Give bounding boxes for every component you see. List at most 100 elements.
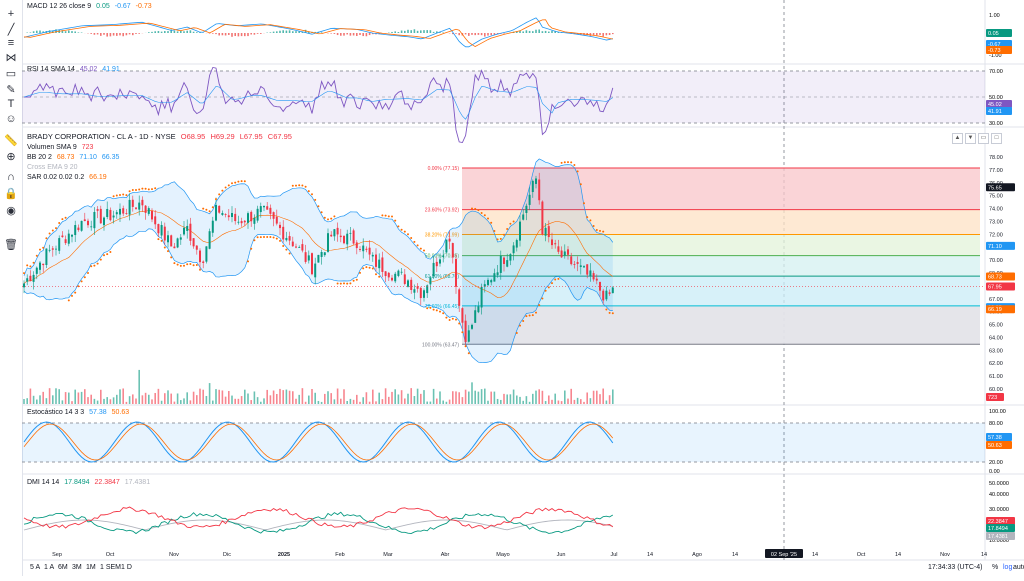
candle [407,280,409,286]
macd-histogram-bar [218,33,220,35]
lock-icon[interactable]: 🔒 [4,186,18,200]
macd-histogram-bar [30,32,32,33]
volume-bar [209,383,211,404]
dmi-tag-text: 17.8494 [988,526,1008,532]
pattern-icon[interactable]: ⋈ [4,50,18,64]
sar-dot [244,180,246,182]
sar-value: 66.19 [89,174,107,181]
sar-dot [183,265,185,267]
volume-bar [490,392,492,404]
macd-histogram-bar [260,33,262,34]
price-axis-tick: 73.00 [989,219,1003,225]
text-icon[interactable]: T [4,97,18,111]
time-axis-tick: Mayo [496,552,509,558]
volume-bar [222,390,224,404]
volume-legend[interactable]: Volumen SMA 9 723 [27,144,96,151]
sar-dot [39,249,41,251]
maximize-icon[interactable]: □ [991,133,1002,144]
candle [330,235,332,237]
volume-bar [410,388,412,404]
macd-histogram-bar [257,33,259,34]
macd-histogram-bar [161,32,163,33]
stoch-axis-tick: 20.00 [989,460,1003,466]
crosshair-icon[interactable]: + [4,7,18,21]
sar-legend[interactable]: SAR 0.02 0.02 0.2 66.19 [27,174,110,181]
volume-bar [90,395,92,404]
zoom-icon[interactable]: ⊕ [4,149,18,163]
volume-bar [154,393,156,404]
percent-toggle[interactable]: % [992,564,998,571]
sar-dot [52,229,54,231]
sar-dot [257,236,259,238]
magnet-icon[interactable]: ∩ [4,170,18,184]
volume-bar [164,393,166,404]
cross-ema-legend[interactable]: Cross EMA 9 20 [27,164,81,171]
main-legend[interactable]: BRADY CORPORATION - CL A - 1D - NYSE O68… [27,132,295,141]
candle [122,208,124,213]
range-3m-button[interactable]: 3M [72,564,82,571]
sar-dot [228,184,230,186]
macd-value-hist: 0.05 [96,3,110,10]
volume-bar [26,398,28,404]
sar-dot [103,254,105,256]
sar-dot [445,317,447,319]
brush-icon[interactable]: ✎ [4,82,18,96]
range-1m-button[interactable]: 1M [86,564,96,571]
fib-icon[interactable]: ≡ [4,36,18,50]
chart-canvas[interactable]: 0.00% (77.15)23.60% (73.92)38.20% (71.99… [22,0,1024,576]
range-1-d-button[interactable]: 1 D [121,564,132,571]
volume-bar [430,402,432,404]
macd-legend[interactable]: MACD 12 26 close 9 0.05 -0.67 -0.73 [27,3,155,10]
candle [605,291,607,300]
sar-dot [500,238,502,240]
sar-dot [324,217,326,219]
candle [519,222,521,241]
rsi-value: 45.02 [80,66,98,73]
volume-bar [442,401,444,404]
bb-legend[interactable]: BB 20 2 68.73 71.10 66.35 [27,154,122,161]
range-1-sem-button[interactable]: 1 SEM [100,564,121,571]
candle [74,225,76,235]
auto-toggle[interactable]: auto [1013,564,1024,571]
sar-dot [202,208,204,210]
candle [215,205,217,221]
range-6m-button[interactable]: 6M [58,564,68,571]
chart-area[interactable]: 0.00% (77.15)23.60% (73.92)38.20% (71.99… [22,0,1024,576]
sar-dot [538,304,540,306]
sar-dot [506,228,508,230]
stoch-legend[interactable]: Estocástico 14 3 3 57.38 50.63 [27,409,132,416]
collapse-icon[interactable]: ▭ [978,133,989,144]
macd-histogram-bar [356,33,358,36]
volume-bar [273,391,275,404]
trend-line-icon[interactable]: ╱ [4,22,18,36]
volume-bar [87,397,89,404]
volume-bar [455,391,457,404]
sar-dot [42,247,44,249]
dmi-legend[interactable]: DMI 14 14 17.8494 22.3847 17.4381 [27,479,153,486]
volume-bar [167,390,169,404]
macd-histogram-bar [103,33,105,35]
move-down-icon[interactable]: ▼ [965,133,976,144]
measure-icon[interactable]: ▭ [4,66,18,80]
move-up-icon[interactable]: ▲ [952,133,963,144]
emoji-icon[interactable]: ☺ [4,112,18,126]
macd-histogram-bar [74,31,76,33]
sar-dot [65,217,67,219]
candle [580,265,582,267]
log-toggle[interactable]: log [1003,564,1012,571]
sar-dot [87,272,89,274]
volume-bar [580,399,582,404]
candle [378,260,380,269]
range-5-a-button[interactable]: 5 A [30,564,40,571]
sar-dot [458,322,460,324]
sar-dot [209,210,211,212]
time-axis-tick: Jun [557,552,566,558]
trash-icon[interactable]: 🗑 [4,237,18,251]
clock[interactable]: 17:34:33 (UTC-4) [928,564,982,571]
candle [391,278,393,281]
eye-icon[interactable]: ◉ [4,203,18,217]
volume-bar [129,396,131,404]
ruler-icon[interactable]: 📏 [4,133,18,147]
rsi-legend[interactable]: RSI 14 SMA 14 45.02 41.91 [27,66,123,73]
range-1-a-button[interactable]: 1 A [44,564,54,571]
